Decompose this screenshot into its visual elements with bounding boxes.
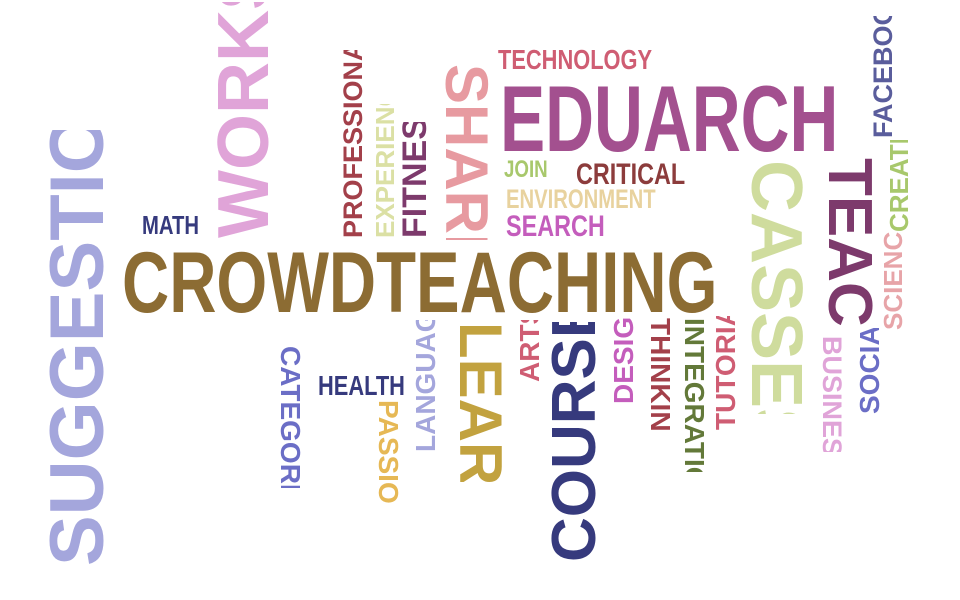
word-languages: LANGUAGES [412,320,440,452]
word-technology: TECHNOLOGY [498,44,653,75]
word-facebook: FACEBOOK [870,16,897,138]
word-math: MATH [142,210,200,240]
word-critical: CRITICAL [576,158,686,191]
word-share: SHARE [436,64,496,240]
word-eduarch: EDUARCH [500,66,839,171]
word-arts: ARTS [516,320,544,382]
word-teach: TEACH [818,158,880,328]
word-environment: ENVIRONMENT [506,184,656,214]
word-works: WORKS [208,2,280,238]
word-experience: EXPERIENCE [372,104,398,238]
word-fitness: FITNESS [398,122,432,238]
word-thinking: THINKING [646,318,674,432]
word-tutorial: TUTORIAL [712,316,740,430]
word-science: SCIENCE [880,230,906,330]
word-integration: INTEGRATION [680,318,708,472]
word-courses: COURSES [544,322,606,562]
word-join: JOIN [504,156,548,183]
word-social: SOCIAL [856,328,884,414]
word-casses: CASSES [740,160,812,414]
word-business: BUSINESS [818,336,845,452]
word-crowdteaching: CROWDTEACHING [122,235,718,331]
word-design: DESIGN [610,318,638,404]
word-search: SEARCH [506,210,605,243]
word-create: CREATE [886,140,912,232]
word-professionals: PROFESSIONALS [340,50,367,238]
word-categories: CATEGORIES [276,346,304,488]
word-learn: LEARN [450,322,510,482]
word-passion: PASSION [374,400,402,504]
word-health: HEALTH [318,370,405,401]
word-suggestions: SUGGESTIONS [40,130,116,566]
